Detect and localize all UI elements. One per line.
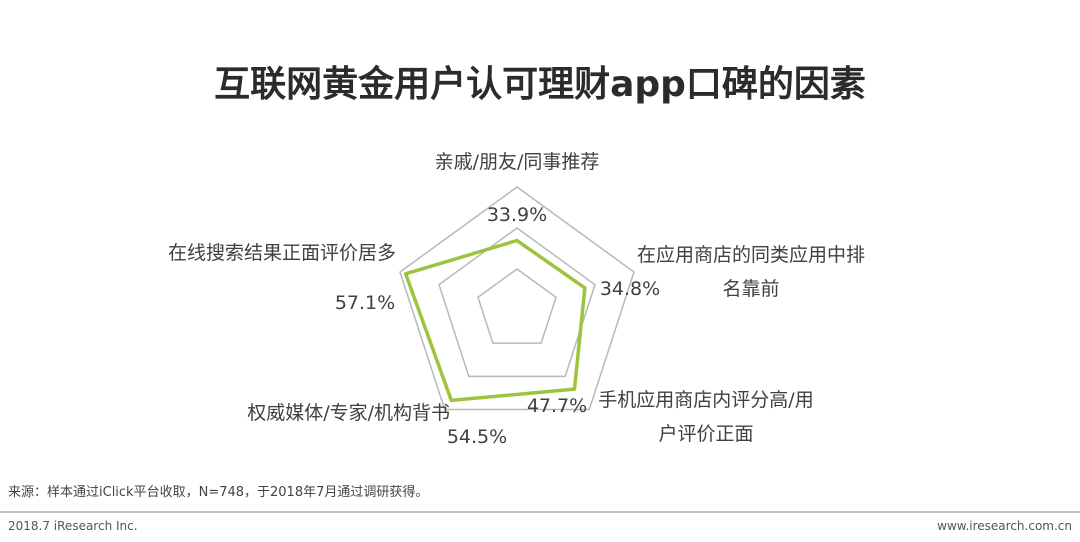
value-label: 33.9% <box>486 204 548 226</box>
category-label: 在应用商店的同类应用中排名靠前 <box>636 244 865 300</box>
grid-ring <box>477 268 557 344</box>
value-label: 54.5% <box>446 426 508 448</box>
data-line <box>403 238 587 403</box>
source-note: 来源：样本通过iClick平台收取，N=748，于2018年7月通过调研获得。 <box>8 485 429 500</box>
footer-right: www.iresearch.com.cn <box>937 519 1072 533</box>
footer-left: 2018.7 iResearch Inc. <box>8 519 138 533</box>
category-label: 权威媒体/专家/机构背书 <box>247 402 450 424</box>
category-label: 亲戚/朋友/同事推荐 <box>434 151 600 173</box>
category-label: 在线搜索结果正面评价居多 <box>167 242 396 264</box>
grid-ring <box>438 227 596 378</box>
value-label: 47.7% <box>526 395 588 417</box>
grid-ring <box>399 186 635 411</box>
chart-title: 互联网黄金用户认可理财app口碑的因素 <box>214 64 866 105</box>
value-label: 57.1% <box>334 292 396 314</box>
value-label: 34.8% <box>599 278 661 300</box>
category-label: 手机应用商店内评分高/用户评价正面 <box>598 389 814 445</box>
